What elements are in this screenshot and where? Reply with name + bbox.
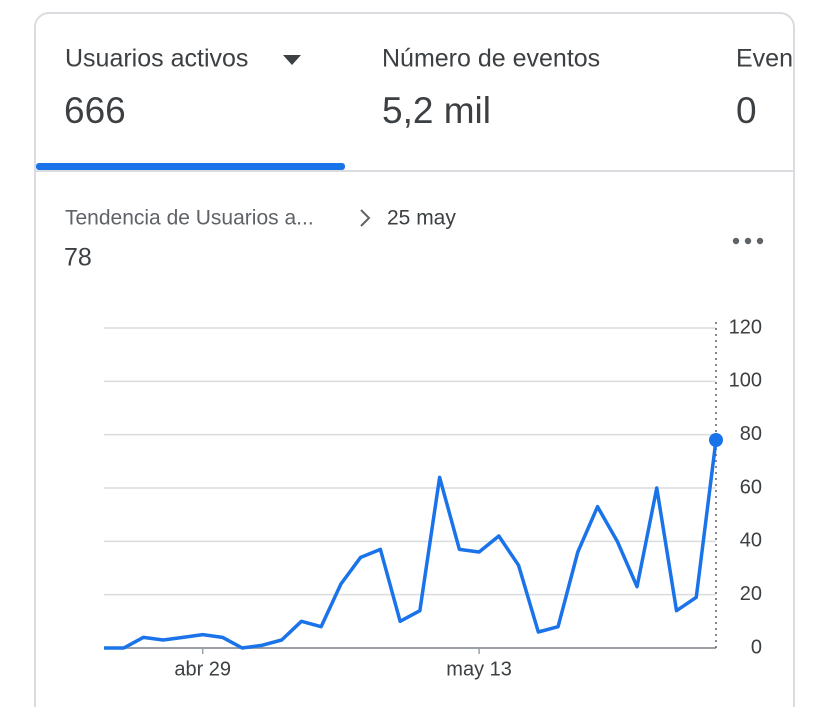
tab-value: 0	[736, 90, 757, 131]
current-value: 78	[64, 244, 92, 272]
y-tick-label: 0	[751, 636, 762, 658]
y-tick-label: 20	[740, 583, 762, 605]
date-label: 25 may	[387, 207, 456, 230]
card	[34, 12, 795, 707]
y-tick-label: 40	[740, 530, 762, 552]
more-menu[interactable]	[732, 237, 764, 245]
x-tick-label: may 13	[446, 658, 512, 680]
chart-title: Tendencia de Usuarios a...	[65, 207, 314, 230]
tab-value: 5,2 mil	[382, 90, 491, 131]
tab-label[interactable]: Usuarios activos	[65, 45, 248, 73]
tab-value: 666	[64, 90, 126, 131]
y-tick-label: 80	[740, 423, 762, 445]
chevron	[360, 209, 371, 227]
tab-label[interactable]: Even	[736, 45, 793, 73]
dropdown-arrow[interactable]	[283, 55, 301, 65]
tab-label[interactable]: Número de eventos	[382, 45, 600, 73]
tab-bar: Usuarios activos 666 Número de eventos 5…	[36, 45, 793, 170]
x-tick-label: abr 29	[174, 658, 231, 680]
y-tick-label: 120	[729, 316, 762, 338]
active-tab-indicator	[36, 163, 345, 170]
point	[709, 433, 723, 447]
y-tick-label: 60	[740, 476, 762, 498]
line	[104, 439, 718, 650]
y-tick-label: 100	[729, 370, 762, 392]
plot: 0 20 40 60 80 100 120 abr 29 may 13	[104, 316, 762, 680]
